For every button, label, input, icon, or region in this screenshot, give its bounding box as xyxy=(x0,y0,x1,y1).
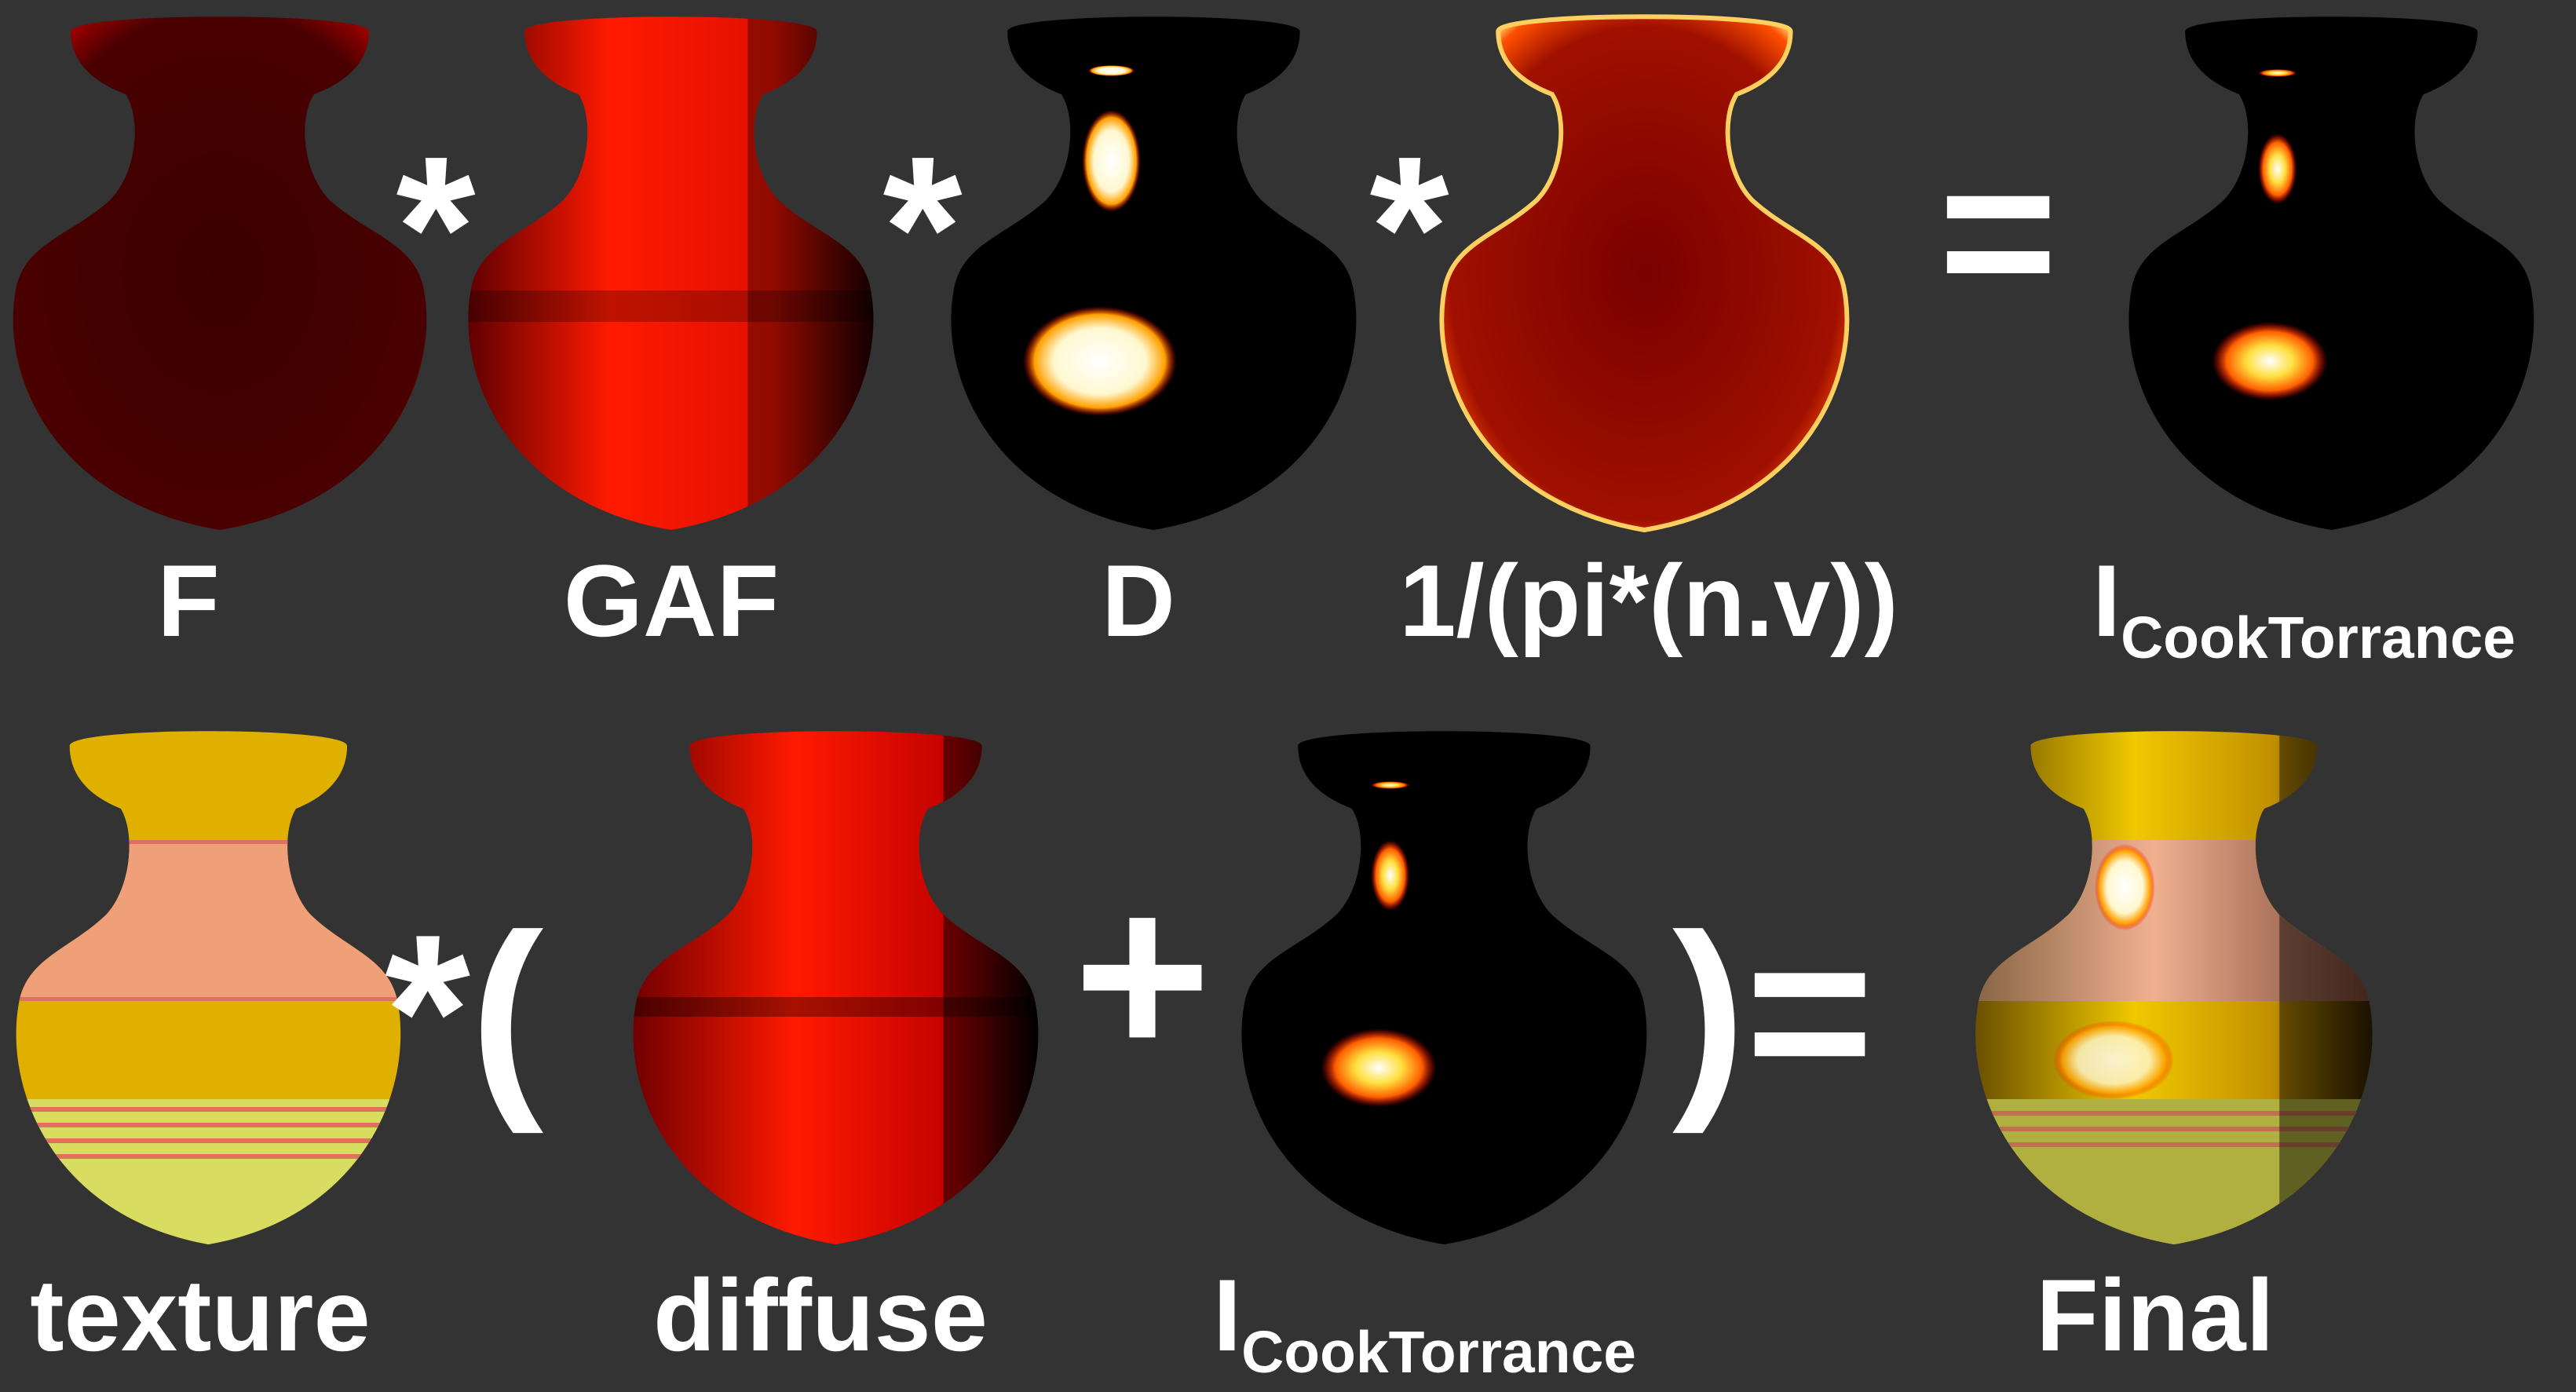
vase-cook-torrance-sum xyxy=(1241,731,1647,1244)
operator-multiply-3: * xyxy=(1369,115,1449,342)
operator-equals-1: = xyxy=(1938,119,2058,346)
label-cook-torrance-result: ICookTorrance xyxy=(2092,543,2516,670)
operator-close-paren-equals: )= xyxy=(1672,890,1874,1135)
label-inv-pi-n-dot-v: 1/(pi*(n.v)) xyxy=(1399,543,1898,658)
label-d: D xyxy=(1102,543,1175,658)
vase-d xyxy=(951,16,1357,530)
vase-cook-torrance xyxy=(2128,16,2534,530)
label-cook-torrance-sum: ICookTorrance xyxy=(1213,1258,1636,1385)
operator-multiply-2: * xyxy=(882,115,963,342)
label-final: Final xyxy=(2036,1258,2274,1372)
vase-inv-n-dot-v xyxy=(1441,16,1847,530)
operator-multiply-open-paren: *( xyxy=(385,890,546,1135)
operator-plus: + xyxy=(1073,842,1211,1106)
label-gaf: GAF xyxy=(564,543,779,658)
label-diffuse: diffuse xyxy=(653,1258,988,1372)
vase-gaf xyxy=(468,16,874,530)
vase-final xyxy=(1975,731,2373,1244)
vase-f xyxy=(13,16,427,530)
label-texture: texture xyxy=(30,1258,370,1372)
operator-multiply-1: * xyxy=(396,115,476,342)
label-f: F xyxy=(157,543,219,658)
vase-diffuse xyxy=(633,731,1039,1244)
vase-texture xyxy=(16,731,401,1244)
